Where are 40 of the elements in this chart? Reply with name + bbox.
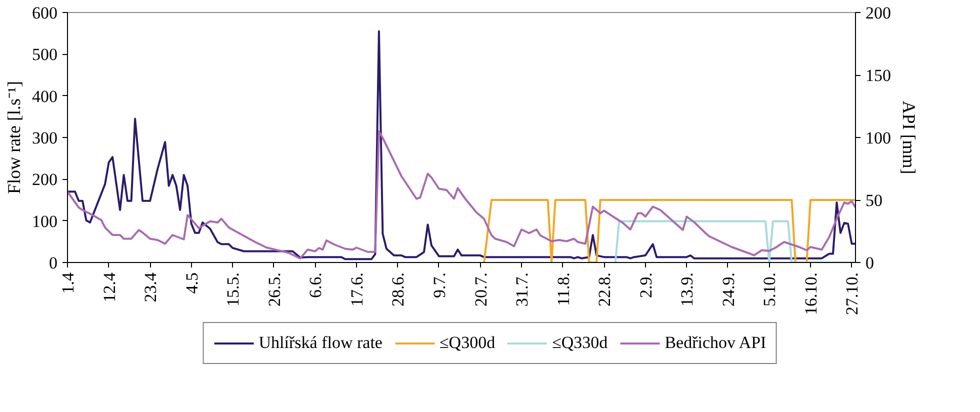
x-tick-label: 4.5 (182, 272, 202, 294)
y-tick-label: 500 (32, 45, 58, 64)
x-tick-label: 6.6. (306, 272, 326, 298)
line-series (68, 30, 856, 260)
x-tick-label: 13.9. (678, 272, 697, 306)
y2-tick-label: 50 (866, 191, 882, 210)
x-tick-label: 9.7. (430, 272, 449, 298)
line-series (68, 130, 856, 260)
legend-label: ≤Q330d (552, 333, 608, 353)
x-tick-label: 16.10. (801, 272, 820, 315)
y-axis-title: Flow rate [l.s⁻¹] (4, 81, 24, 194)
y2-tick-label: 0 (866, 254, 874, 272)
x-tick-label: 31.7. (512, 272, 532, 306)
x-tick-label: 11.8. (554, 272, 573, 306)
x-tick-label: 26.5. (264, 272, 284, 306)
y-tick-label: 300 (32, 128, 58, 148)
x-tick-label: 28.6. (388, 272, 408, 306)
x-tick-label: 27.10. (842, 272, 862, 315)
y2-tick-label: 100 (866, 128, 891, 148)
legend-label: Uhlířská flow rate (258, 333, 382, 353)
x-tick-label: 1.4 (58, 272, 78, 294)
legend-label: Bedřichov API (664, 333, 766, 353)
x-tick-label: 5.10. (760, 272, 780, 306)
y2-tick-label: 200 (866, 4, 891, 22)
y-tick-label: 100 (32, 212, 58, 231)
x-tick-label: 24.9. (718, 272, 738, 306)
y2-axis-title: API [mm] (899, 100, 919, 174)
y-tick-label: 400 (32, 86, 58, 106)
x-tick-label: 17.6. (347, 272, 366, 306)
x-tick-label: 2.9. (636, 272, 656, 298)
x-tick-label: 15.5. (224, 272, 243, 306)
x-tick-label: 22.8. (595, 272, 614, 306)
y2-tick-label: 150 (866, 66, 891, 85)
y-tick-label: 0 (49, 254, 58, 272)
x-tick-label: 12.4 (100, 272, 119, 302)
x-tick-label: 23.4 (141, 272, 160, 302)
y-tick-label: 600 (32, 4, 58, 22)
x-tick-label: 20.7. (471, 272, 490, 306)
legend-label: ≤Q300d (439, 333, 496, 353)
y-tick-label: 200 (32, 170, 58, 190)
